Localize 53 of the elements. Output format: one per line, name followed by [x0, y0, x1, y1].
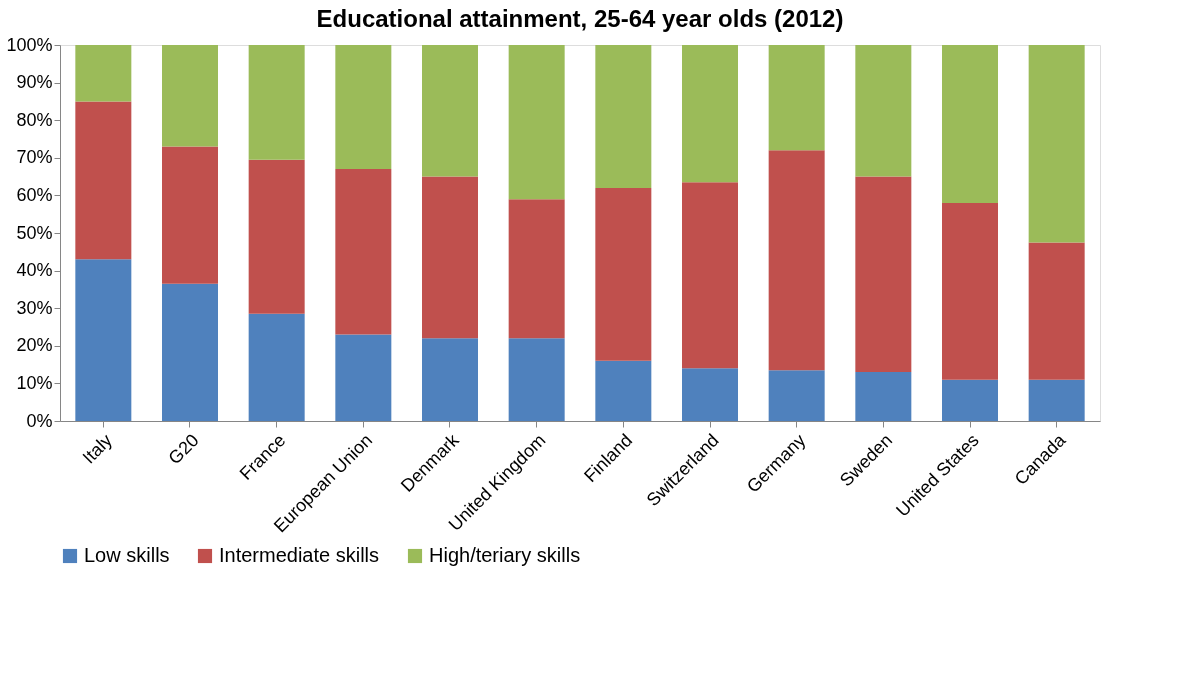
bar: [942, 379, 998, 421]
bar: [248, 45, 305, 160]
bar: [508, 338, 565, 421]
bar: [248, 313, 305, 421]
bar: [162, 45, 218, 147]
bar: [335, 169, 392, 335]
y-tick-label: 50%: [16, 222, 53, 243]
bar: [1028, 242, 1085, 380]
bar: [595, 45, 652, 188]
y-tick-label: 80%: [16, 109, 53, 130]
y-tick-label: 40%: [16, 260, 53, 281]
bar: [75, 101, 132, 260]
bar: [768, 45, 825, 151]
x-tick-label: G20: [164, 430, 203, 469]
bar: [422, 45, 478, 177]
bar: [682, 182, 738, 369]
bar: [422, 176, 478, 339]
bar: [508, 45, 565, 200]
legend-label: Intermediate skills: [219, 544, 380, 566]
bar: [682, 45, 738, 183]
y-tick-label: 60%: [16, 184, 53, 205]
y-tick-label: 30%: [16, 297, 53, 318]
bar: [855, 372, 912, 421]
y-tick-label: 20%: [16, 335, 53, 356]
bar: [335, 334, 392, 421]
bar: [162, 283, 218, 421]
bar: [768, 370, 825, 421]
bar: [942, 45, 998, 203]
bar: [508, 199, 565, 339]
bar: [1028, 379, 1085, 421]
bar: [595, 360, 652, 421]
bar: [422, 338, 478, 421]
legend-label: Low skills: [84, 544, 170, 566]
bar: [162, 146, 218, 284]
x-tick-label: Italy: [78, 430, 117, 468]
y-tick-label: 10%: [16, 372, 53, 393]
chart-title: Educational attainment, 25-64 year olds (2012): [316, 5, 844, 32]
bar: [942, 202, 998, 380]
y-tick-label: 100%: [6, 34, 53, 55]
bar: [855, 45, 912, 177]
bar: [335, 45, 392, 170]
bar: [1028, 45, 1085, 243]
bar: [595, 187, 652, 361]
bar: [75, 259, 132, 421]
bar: [855, 176, 912, 373]
bar: [75, 45, 132, 102]
y-tick-label: 70%: [16, 147, 53, 168]
y-tick-label: 90%: [16, 72, 53, 93]
legend-label: High/teriary skills: [429, 544, 581, 566]
y-tick-label: 0%: [26, 410, 53, 431]
bar: [768, 150, 825, 371]
bar: [248, 159, 305, 314]
bar: [682, 368, 738, 421]
